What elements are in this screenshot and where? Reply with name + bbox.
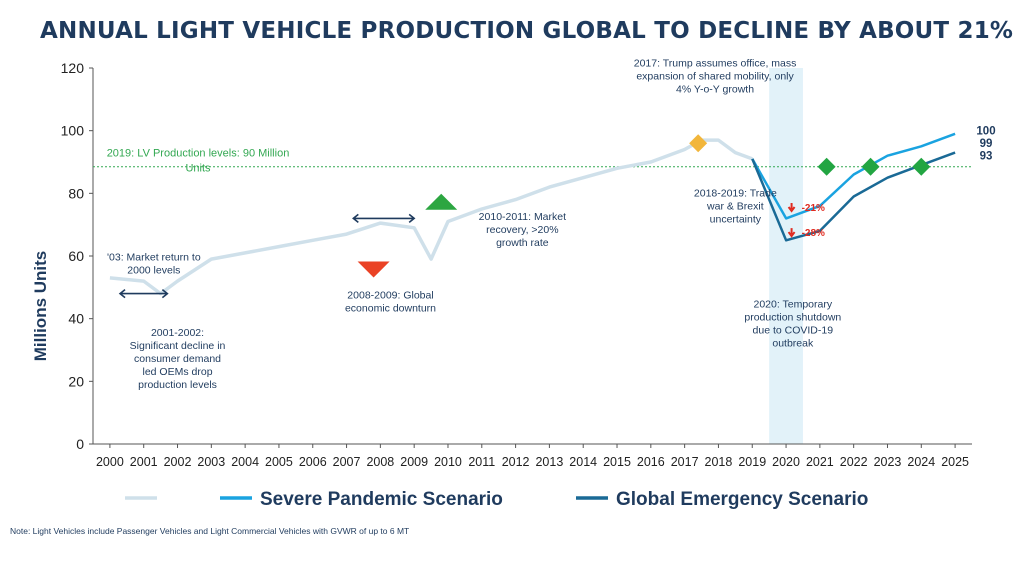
x-tick-label: 2000 [96,455,124,469]
y-tick-label: 80 [68,185,84,201]
diamond-marker-icon [817,157,836,176]
x-tick-label: 2024 [907,455,935,469]
y-tick-label: 20 [68,373,84,389]
annotation-text: recovery, >20% [486,224,558,236]
annotation-text: 2018-2019: Trade [694,187,777,199]
annotation-text: due to COVID-19 [753,325,834,337]
end-value-label: 100 [976,126,995,138]
history-line [109,138,753,296]
x-tick-label: 2015 [603,455,631,469]
x-tick-label: 2016 [637,455,665,469]
decline-label: -28% [802,228,825,239]
x-tick-label: 2019 [738,455,766,469]
annotation-text: '03: Market return to [107,252,201,264]
annotation-text: war & Brexit [706,200,764,212]
legend-label: Global Emergency Scenario [616,489,868,510]
y-tick-label: 120 [61,60,85,76]
growth-triangle-icon [425,193,458,210]
annotation-text: expansion of shared mobility, only [636,70,794,82]
annotation-text: economic downturn [345,302,436,314]
annotation-text: 2001-2002: [151,327,204,339]
x-tick-label: 2022 [840,455,868,469]
x-tick-label: 2007 [333,455,361,469]
y-tick-label: 60 [68,248,84,264]
markers [118,134,931,299]
downturn-triangle-icon [357,261,390,278]
double-arrow-icon [352,213,416,224]
x-tick-label: 2018 [705,455,733,469]
x-tick-label: 2011 [468,455,495,469]
x-tick-label: 2021 [806,455,834,469]
annotation-text: 2000 levels [127,265,180,277]
y-tick-label: 100 [61,123,85,139]
annotation-text: Significant decline in [130,340,226,352]
chart-title: ANNUAL LIGHT VEHICLE PRODUCTION GLOBAL T… [40,18,1014,44]
x-tick-label: 2002 [164,455,192,469]
annotation-text: consumer demand [134,353,221,365]
x-tick-label: 2014 [569,455,597,469]
x-tick-label: 2012 [502,455,530,469]
annotation-text: 2010-2011: Market [479,211,566,223]
annotation-text: 2017: Trump assumes office, mass [634,57,797,69]
x-tick-label: 2023 [874,455,902,469]
year-2020-highlight [769,68,803,444]
annotation-text: 4% Y-o-Y growth [676,83,754,95]
x-tick-label: 2010 [434,455,462,469]
diamond-marker-icon [861,157,880,176]
y-tick-label: 40 [68,311,84,327]
reference-label-units: Units [185,163,211,175]
decline-label: -21% [802,203,825,214]
y-tick-label: 0 [76,436,84,452]
axes: 0 20 40 60 80 100 120 2000 2001 2002 2003 2004 2005 2… [31,60,972,469]
annotation-text: outbreak [772,338,814,350]
annotation-text: 2020: Temporary [754,299,833,311]
x-tick-label: 2003 [197,455,225,469]
annotation-text: led OEMs drop [143,366,213,378]
annotation-text: 2008-2009: Global [347,289,433,301]
double-arrow-icon [118,288,169,299]
end-value-label: 93 [980,151,993,163]
annotation-text: uncertainty [710,213,762,225]
decline-arrow-icon [787,203,796,213]
annotation-text: production levels [138,379,217,391]
legend-label: Severe Pandemic Scenario [260,489,503,510]
x-tick-label: 2004 [231,455,259,469]
x-tick-label: 2025 [941,455,969,469]
x-tick-label: 2020 [772,455,800,469]
x-tick-label: 2008 [366,455,394,469]
diamond-marker-icon [912,157,931,176]
severe-pandemic-line [751,132,956,220]
decline-arrow-icon [787,228,796,238]
x-tick-label: 2006 [299,455,327,469]
reference-label: 2019: LV Production levels: 90 Million [107,148,290,160]
footnote: Note: Light Vehicles include Passenger V… [10,526,410,536]
annotation-text: production shutdown [744,312,841,324]
x-tick-label: 2013 [535,455,563,469]
reference-line: 2019: LV Production levels: 90 Million Un… [93,148,972,175]
x-tick-label: 2005 [265,455,293,469]
diamond-marker-icon [689,134,708,153]
end-value-label: 99 [980,138,993,150]
x-tick-label: 2017 [671,455,699,469]
y-axis-label: Millions Units [31,251,50,362]
legend: Severe Pandemic Scenario Global Emergency… [125,489,868,510]
x-tick-label: 2001 [130,455,158,469]
annotation-text: growth rate [496,237,549,249]
x-tick-label: 2009 [400,455,428,469]
